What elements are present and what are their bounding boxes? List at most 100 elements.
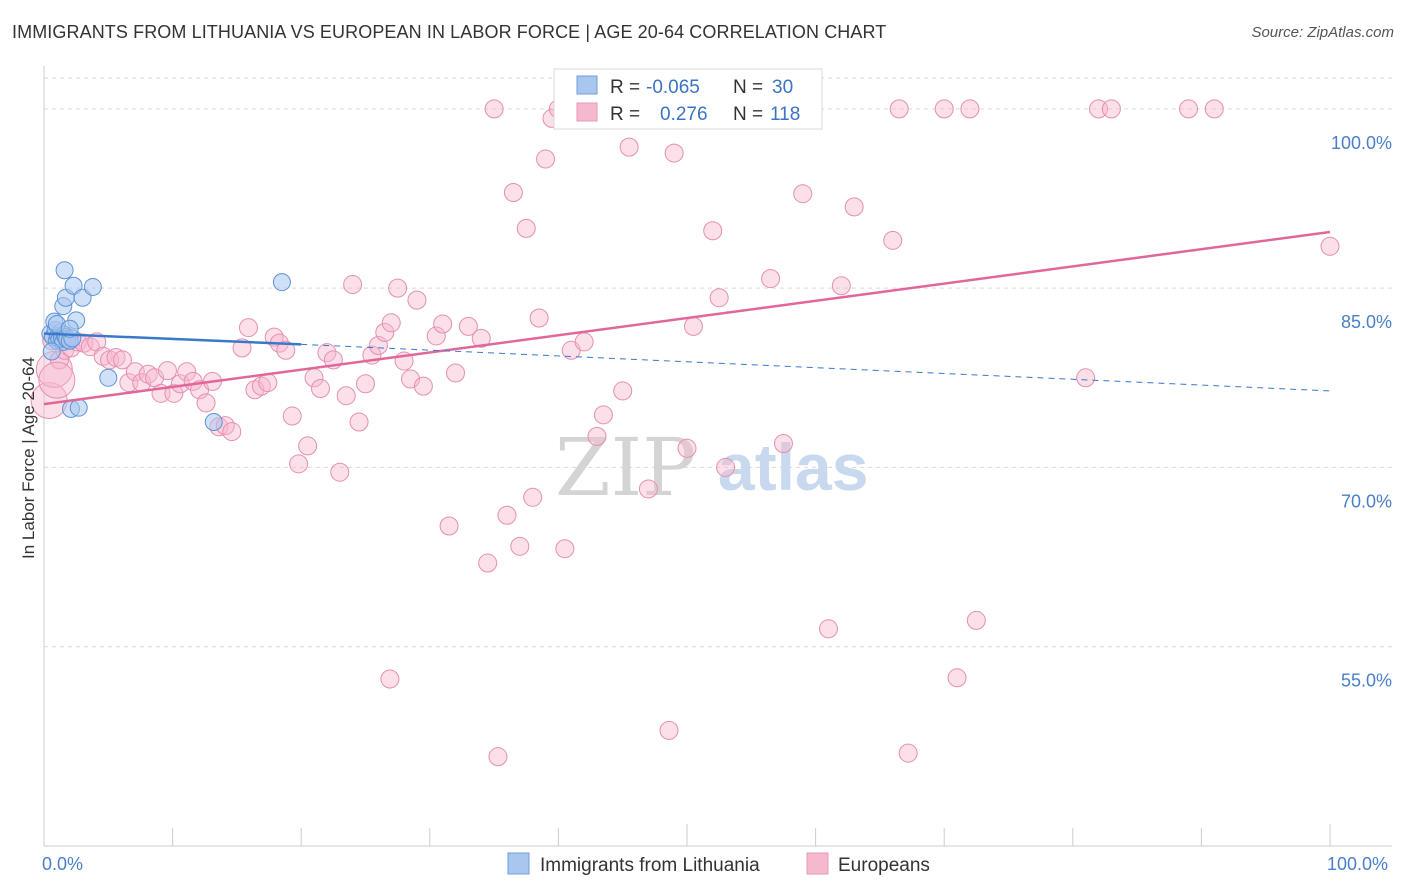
europeans-point <box>677 438 697 458</box>
y-axis-label: In Labor Force | Age 20-64 <box>19 357 38 559</box>
europeans-point <box>536 149 556 169</box>
stats-r-label-blue: R = <box>610 77 640 98</box>
y-tick-label-70: 70.0% <box>1341 491 1392 511</box>
trend-lines <box>43 230 1331 406</box>
lithuania-point <box>60 319 79 338</box>
europeans-point <box>112 350 132 370</box>
europeans-point <box>439 516 459 536</box>
stats-r-value-blue: -0.065 <box>646 77 700 98</box>
europeans-point <box>898 743 918 763</box>
europeans-point <box>1179 99 1199 119</box>
stats-legend-blue-swatch <box>576 75 598 95</box>
grid-lines <box>44 77 1392 648</box>
legend-swatch-europeans <box>806 852 829 875</box>
europeans-point <box>157 361 177 381</box>
stats-legend-pink-swatch <box>576 102 598 122</box>
legend-swatch-lithuania <box>507 852 530 875</box>
legend-label-europeans: Europeans <box>838 855 930 876</box>
lithuania-point <box>272 273 291 292</box>
europeans-point <box>446 363 466 383</box>
y-tick-label-85: 85.0% <box>1341 312 1392 332</box>
europeans-point <box>703 221 723 241</box>
europeans-point <box>947 668 967 688</box>
europeans-point <box>282 406 302 426</box>
europeans-point <box>716 457 736 477</box>
x-tick-label-min: 0.0% <box>42 854 83 874</box>
europeans-point <box>510 536 530 556</box>
europeans-point <box>1320 236 1340 256</box>
stats-r-label-pink: R = <box>610 104 640 125</box>
europeans-trend-line <box>43 230 1331 406</box>
europeans-point <box>773 434 793 454</box>
stats-r-value-pink: 0.276 <box>660 104 708 125</box>
europeans-point <box>503 183 523 203</box>
lithuania-point <box>99 368 118 387</box>
source-credit: Source: ZipAtlas.com <box>1251 24 1394 41</box>
watermark-atlas: atlas <box>718 430 868 504</box>
lithuania-trend-line <box>43 332 302 346</box>
europeans-point <box>138 364 158 384</box>
stats-legend-box <box>553 68 823 130</box>
europeans-point <box>458 316 478 336</box>
watermark: ZIP atlas <box>555 421 868 514</box>
europeans-point <box>433 314 453 334</box>
europeans-point <box>238 318 258 338</box>
europeans-point <box>883 230 903 250</box>
europeans-point <box>38 361 76 399</box>
europeans-point <box>523 487 543 507</box>
europeans-point <box>276 340 296 360</box>
lithuania-point <box>204 413 223 432</box>
europeans-point <box>310 379 330 399</box>
europeans-point <box>388 278 408 298</box>
europeans-point <box>349 412 369 432</box>
europeans-point <box>264 327 284 347</box>
europeans-point <box>587 426 607 446</box>
europeans-point <box>1101 99 1121 119</box>
lithuania-point <box>83 277 102 296</box>
europeans-point <box>375 322 395 342</box>
bottom-legend: Immigrants from Lithuania Europeans <box>507 852 930 876</box>
europeans-point <box>593 405 613 425</box>
europeans-point <box>619 137 639 157</box>
europeans-point <box>478 553 498 573</box>
europeans-point <box>793 184 813 204</box>
europeans-point <box>222 422 242 442</box>
europeans-point <box>343 275 363 295</box>
europeans-point <box>1204 99 1224 119</box>
europeans-point <box>484 99 504 119</box>
europeans-point <box>529 308 549 328</box>
europeans-point <box>177 362 197 382</box>
europeans-point <box>251 376 271 396</box>
europeans-point <box>497 505 517 525</box>
lithuania-point <box>55 261 74 280</box>
europeans-point <box>488 747 508 767</box>
europeans-point <box>831 276 851 296</box>
europeans-point <box>761 269 781 289</box>
stats-legend: R = -0.065 N = 30 R = 0.276 N = 118 <box>553 68 823 130</box>
europeans-point <box>380 669 400 689</box>
europeans-point <box>381 313 401 333</box>
europeans-point <box>574 332 594 352</box>
europeans-point <box>413 376 433 396</box>
stats-n-value-pink: 118 <box>770 104 800 125</box>
lithuania-trend-extension <box>301 343 1331 392</box>
y-tick-labels: 55.0% 70.0% 85.0% 100.0% <box>1331 133 1392 691</box>
europeans-point <box>1076 368 1096 388</box>
europeans-point <box>258 373 278 393</box>
lithuania-point <box>42 342 61 361</box>
europeans-point <box>426 326 446 346</box>
europeans-point <box>336 386 356 406</box>
europeans-point <box>317 343 337 363</box>
stats-n-label-pink: N = <box>733 104 763 125</box>
europeans-point <box>164 383 184 403</box>
europeans-point <box>407 290 427 310</box>
europeans-point <box>844 197 864 217</box>
x-tick-label-max: 100.0% <box>1327 854 1388 874</box>
europeans-point <box>471 328 491 348</box>
stats-n-label-blue: N = <box>733 77 763 98</box>
europeans-point <box>638 479 658 499</box>
europeans-point <box>966 610 986 630</box>
europeans-point <box>683 316 703 336</box>
europeans-point <box>289 454 309 474</box>
